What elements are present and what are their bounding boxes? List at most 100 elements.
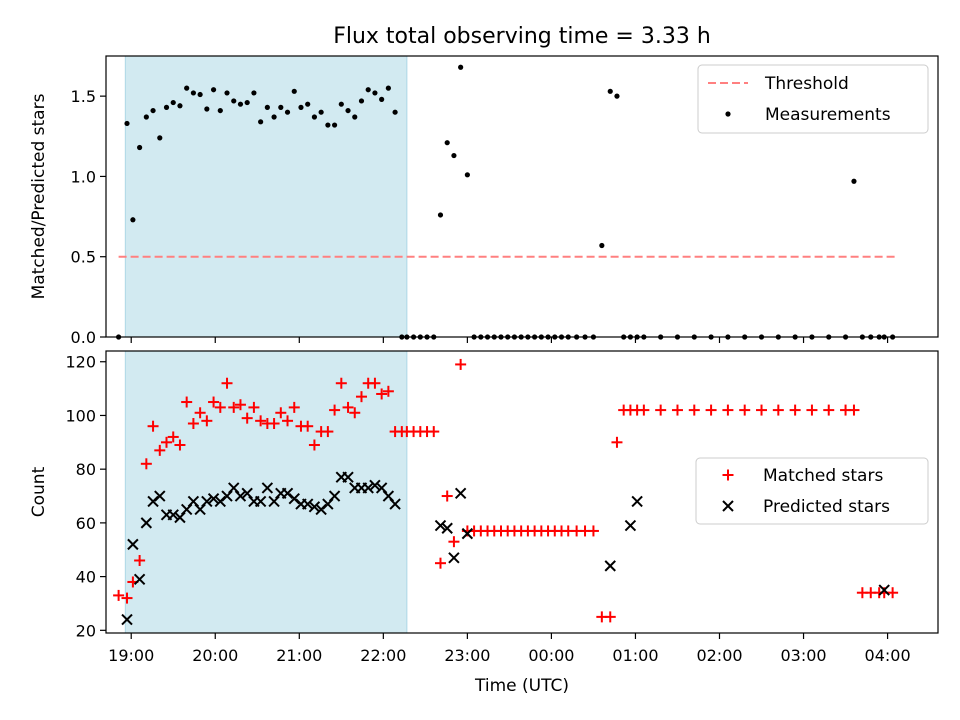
predicted-star-point bbox=[121, 613, 133, 626]
measurement-point bbox=[437, 212, 444, 218]
y-tick-label: 100 bbox=[65, 406, 96, 425]
matched-star-point bbox=[121, 592, 133, 604]
measurement-point bbox=[379, 96, 385, 102]
matched-star-point bbox=[147, 420, 159, 432]
series-2 bbox=[121, 471, 890, 626]
y-tick-label: 1.0 bbox=[71, 167, 96, 186]
measurement-point bbox=[251, 90, 257, 96]
legend-measurements-swatch bbox=[725, 111, 731, 117]
predicted-star-point bbox=[441, 522, 453, 534]
x-b bbox=[328, 490, 341, 502]
measurement-point bbox=[177, 103, 183, 109]
y-tick-label: 80 bbox=[76, 460, 96, 479]
legend: Threshold Measurements bbox=[697, 64, 929, 134]
x-tick-label: 21:00 bbox=[276, 646, 322, 665]
x-b bbox=[461, 527, 474, 540]
matched-star-point bbox=[174, 439, 186, 451]
x-tick-label: 02:00 bbox=[696, 646, 742, 665]
matched-star-point bbox=[756, 404, 768, 416]
top-panel: 0.0 0.5 1.0 1.5 Matched/Predicted stars Thres… bbox=[29, 55, 939, 347]
predicted-star-point bbox=[454, 487, 467, 500]
measurement-point bbox=[157, 135, 163, 141]
measurement-point bbox=[599, 242, 605, 249]
measurement-point bbox=[338, 101, 344, 107]
matched-star-point bbox=[887, 587, 899, 599]
x-tick-label: 01:00 bbox=[612, 646, 658, 665]
matched-star-point bbox=[161, 436, 173, 448]
predicted-star-point bbox=[624, 519, 637, 532]
x-b bbox=[434, 519, 447, 532]
matched-star-point bbox=[455, 358, 467, 370]
predicted-star-point bbox=[369, 479, 381, 491]
x-b bbox=[167, 509, 179, 521]
x-tick-label: 04:00 bbox=[865, 646, 911, 665]
x-axis-label: Time (UTC) bbox=[474, 676, 569, 696]
measurement-point bbox=[352, 114, 358, 120]
x-b bbox=[127, 538, 139, 551]
matched-star-point bbox=[140, 458, 152, 470]
legend-measurements-label: Measurements bbox=[765, 105, 891, 125]
measurement-point bbox=[385, 85, 391, 91]
measurement-point bbox=[372, 90, 378, 96]
x-tick-label: 20:00 bbox=[192, 646, 238, 665]
measurement-point bbox=[311, 114, 318, 120]
matched-star-point bbox=[848, 404, 860, 416]
measurement-point bbox=[244, 99, 250, 106]
measurement-point bbox=[464, 172, 470, 178]
y-tick-label: 0.0 bbox=[71, 328, 96, 347]
measurement-point bbox=[392, 109, 398, 115]
measurement-point bbox=[444, 140, 450, 146]
x-b bbox=[201, 495, 213, 508]
x-b bbox=[207, 493, 220, 505]
matched-star-point bbox=[275, 407, 287, 419]
predicted-star-point bbox=[234, 490, 247, 502]
matched-star-point bbox=[255, 415, 267, 427]
matched-star-point bbox=[789, 404, 801, 416]
legend-box bbox=[697, 64, 929, 134]
matched-star-point bbox=[611, 436, 623, 448]
measurement-point bbox=[365, 87, 371, 93]
matched-star-point bbox=[268, 418, 280, 430]
x-b bbox=[140, 517, 153, 529]
matched-star-point bbox=[349, 407, 361, 419]
matched-star-point bbox=[221, 377, 233, 389]
measurement-point bbox=[231, 98, 237, 104]
x-b bbox=[228, 482, 240, 494]
measurement-point bbox=[137, 144, 143, 151]
matched-star-point bbox=[288, 401, 300, 413]
measurement-point bbox=[224, 90, 230, 96]
x-tick-label: 00:00 bbox=[528, 646, 574, 665]
x-b bbox=[241, 487, 253, 500]
y-axis-label: Matched/Predicted stars bbox=[29, 93, 49, 299]
legend-matched-label: Matched stars bbox=[763, 466, 883, 486]
measurement-point bbox=[163, 104, 170, 110]
matched-star-point bbox=[134, 554, 146, 566]
predicted-star-point bbox=[461, 527, 474, 540]
x-b bbox=[342, 471, 354, 483]
measurement-point bbox=[451, 152, 457, 159]
predicted-star-point bbox=[328, 490, 341, 502]
x-b bbox=[154, 490, 166, 502]
predicted-star-point bbox=[154, 490, 166, 502]
matched-star-point bbox=[234, 399, 246, 411]
bottom-panel: 20 40 60 80 100 120 19:00 20:00 21:00 22:00 23:00 0… bbox=[29, 350, 939, 665]
x-b bbox=[604, 560, 616, 572]
matched-star-point bbox=[248, 401, 260, 413]
matched-star-point bbox=[329, 404, 341, 416]
x-b bbox=[441, 522, 453, 534]
chart-title: Flux total observing time = 3.33 h bbox=[333, 24, 711, 49]
measurement-point bbox=[197, 91, 203, 98]
matched-star-point bbox=[434, 557, 446, 569]
measurement-point bbox=[204, 106, 210, 112]
predicted-star-point bbox=[140, 517, 153, 529]
x-b bbox=[301, 498, 314, 510]
matched-star-point bbox=[167, 431, 179, 443]
measurement-point bbox=[325, 122, 331, 128]
matched-star-point bbox=[382, 385, 394, 397]
matched-star-point bbox=[308, 439, 320, 451]
matched-star-point bbox=[655, 404, 667, 416]
legend-predicted-label: Predicted stars bbox=[763, 497, 890, 517]
matched-star-point bbox=[113, 589, 125, 601]
measurement-point bbox=[170, 99, 176, 106]
matched-star-point bbox=[214, 401, 226, 413]
